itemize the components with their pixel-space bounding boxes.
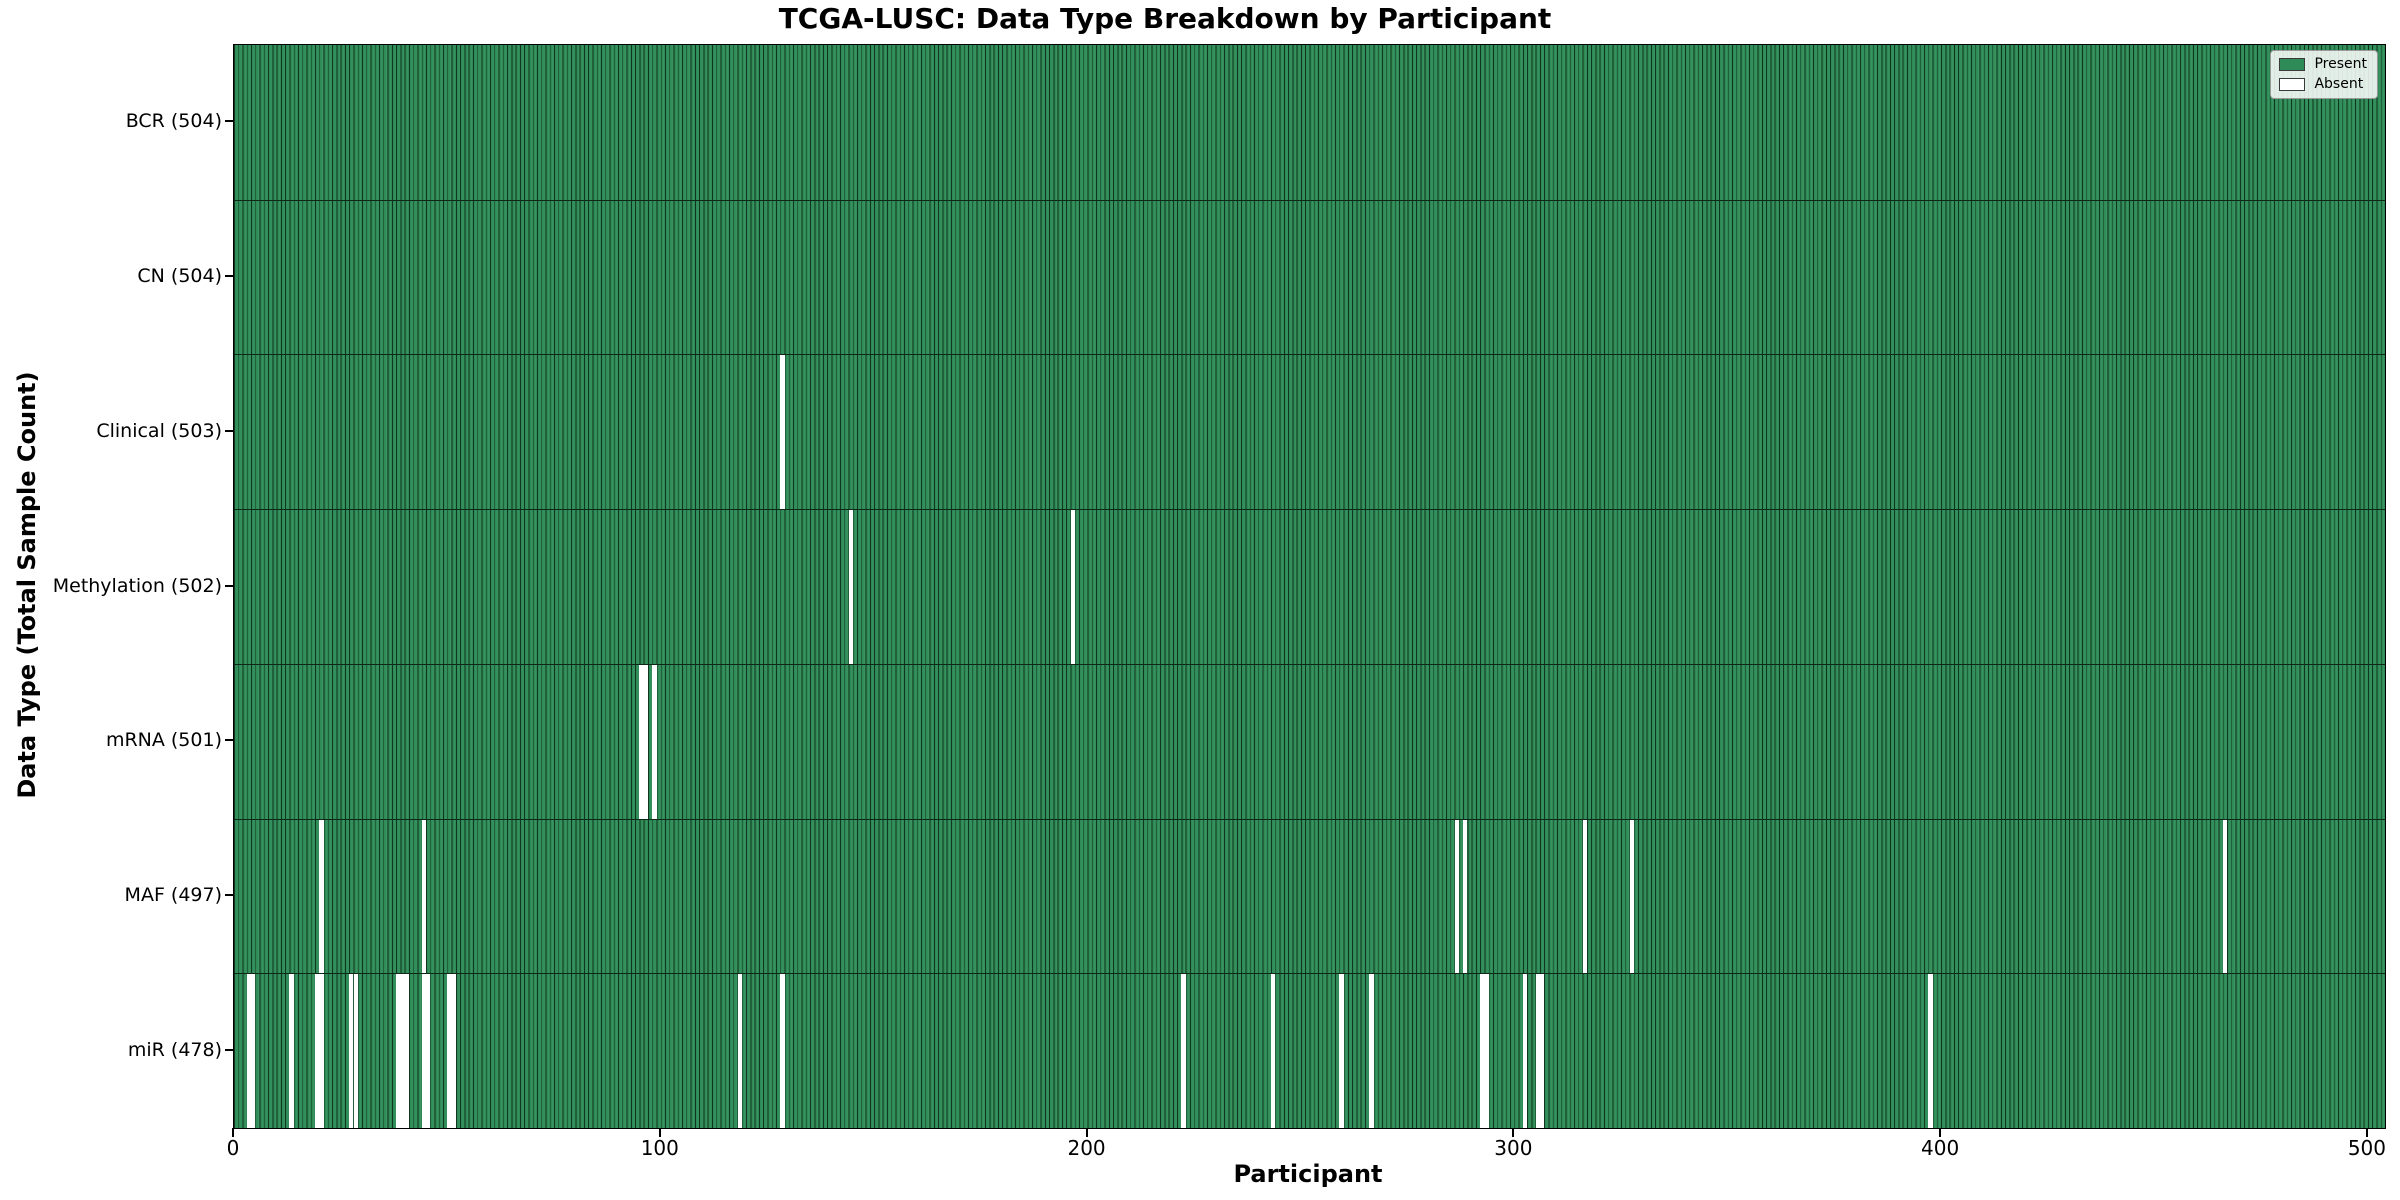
y-tick-label: miR (478)	[127, 1038, 222, 1061]
x-tick-mark	[1085, 1128, 1088, 1137]
absent-stripe	[639, 664, 644, 819]
heatmap-row-methylation	[234, 509, 2385, 664]
absent-stripe	[404, 974, 409, 1128]
x-tick-label: 500	[2347, 1136, 2387, 1160]
absent-stripe	[1463, 819, 1468, 974]
absent-stripe	[349, 974, 354, 1128]
x-tick-mark	[2365, 1128, 2368, 1137]
x-tick-mark	[1939, 1128, 1942, 1137]
absent-stripe	[1480, 974, 1485, 1128]
x-tick-mark	[1512, 1128, 1515, 1137]
absent-stripe	[1271, 974, 1276, 1128]
x-tick-mark	[232, 1128, 234, 1137]
absent-stripe	[1339, 974, 1344, 1128]
heatmap-row-bcr	[234, 45, 2385, 200]
absent-stripe	[1629, 819, 1634, 974]
heatmap-row-mrna	[234, 663, 2385, 819]
legend: Present Absent	[2270, 50, 2378, 99]
y-tick-label: Methylation (502)	[52, 574, 222, 597]
y-tick-label: CN (504)	[137, 265, 222, 288]
absent-stripe	[1539, 974, 1545, 1128]
absent-stripe	[451, 974, 456, 1128]
legend-entry: Absent	[2279, 77, 2367, 92]
legend-label: Present	[2314, 56, 2367, 72]
absent-stripe	[652, 664, 657, 819]
absent-stripe	[2222, 819, 2228, 974]
absent-stripe	[246, 974, 252, 1128]
y-tick-mark	[225, 584, 233, 587]
absent-stripe	[319, 819, 324, 974]
absent-stripe	[1454, 819, 1459, 974]
y-tick-label: Clinical (503)	[96, 419, 222, 442]
heatmap-row-cn	[234, 199, 2385, 355]
heatmap-row-maf	[234, 818, 2385, 974]
absent-stripe	[737, 974, 742, 1128]
heatmap-row-clinical	[234, 354, 2385, 510]
absent-stripe	[421, 974, 427, 1128]
y-tick-label: BCR (504)	[125, 110, 222, 133]
absent-stripe	[400, 974, 405, 1128]
absent-stripe	[1181, 974, 1186, 1128]
x-axis-label: Participant	[1233, 1160, 1383, 1188]
legend-swatch-absent	[2279, 78, 2306, 91]
x-tick-label: 0	[226, 1136, 240, 1160]
absent-stripe	[1484, 974, 1489, 1128]
absent-stripe	[319, 974, 324, 1128]
absent-stripe	[396, 974, 401, 1128]
absent-stripe	[1582, 819, 1587, 974]
absent-stripe	[315, 974, 320, 1128]
legend-label: Absent	[2314, 76, 2364, 92]
y-tick-label: MAF (497)	[124, 883, 222, 906]
y-tick-label: mRNA (501)	[105, 729, 222, 752]
x-tick-label: 100	[640, 1136, 679, 1160]
absent-stripe	[421, 819, 427, 974]
chart-title: TCGA-LUSC: Data Type Breakdown by Partic…	[778, 2, 1552, 35]
absent-stripe	[1522, 974, 1528, 1128]
absent-stripe	[1369, 974, 1374, 1128]
absent-stripe	[848, 510, 853, 664]
absent-stripe	[780, 974, 785, 1128]
y-tick-mark	[225, 739, 233, 742]
heatmap-row-mir	[234, 973, 2385, 1128]
absent-stripe	[353, 974, 358, 1128]
legend-entry: Present	[2279, 57, 2367, 72]
y-tick-mark	[225, 893, 233, 896]
x-tick-label: 400	[1921, 1136, 1960, 1160]
absent-stripe	[1535, 974, 1540, 1128]
y-tick-mark	[225, 1048, 233, 1051]
absent-stripe	[251, 974, 256, 1128]
absent-stripe	[1928, 974, 1933, 1128]
y-tick-mark	[225, 120, 233, 123]
absent-stripe	[447, 974, 452, 1128]
absent-stripe	[1070, 510, 1075, 664]
y-tick-mark	[225, 429, 233, 432]
absent-stripe	[426, 974, 431, 1128]
x-tick-mark	[658, 1128, 661, 1137]
absent-stripe	[643, 664, 648, 819]
absent-stripe	[289, 974, 294, 1128]
plot-area: Present Absent	[233, 44, 2386, 1129]
x-tick-label: 300	[1494, 1136, 1533, 1160]
legend-swatch-present	[2279, 58, 2306, 71]
absent-stripe	[780, 355, 785, 510]
y-tick-mark	[225, 275, 233, 278]
x-tick-label: 200	[1067, 1136, 1106, 1160]
